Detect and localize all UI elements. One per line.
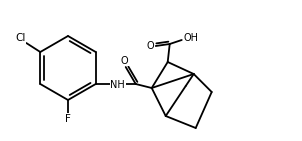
Text: O: O <box>121 56 129 66</box>
Text: F: F <box>65 114 71 124</box>
Text: OH: OH <box>183 33 198 43</box>
Text: NH: NH <box>110 80 125 90</box>
Text: Cl: Cl <box>15 33 25 43</box>
Text: O: O <box>147 41 155 51</box>
